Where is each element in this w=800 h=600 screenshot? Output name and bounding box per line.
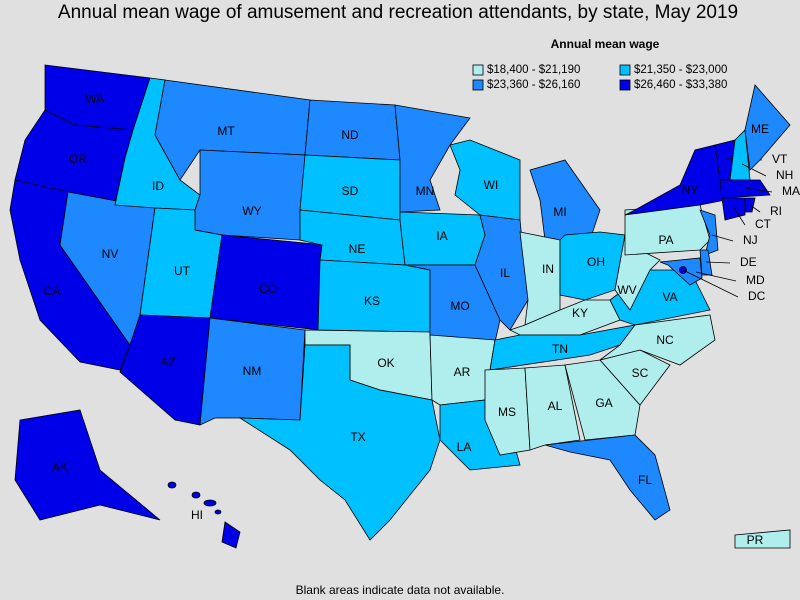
state-label: AK xyxy=(52,460,68,474)
state-label: NJ xyxy=(743,233,758,247)
state-shape xyxy=(564,359,641,441)
legend-swatch xyxy=(619,79,631,91)
state-label: AZ xyxy=(160,355,175,369)
leader-line xyxy=(711,234,734,242)
leader-line xyxy=(741,163,767,177)
state-label: MD xyxy=(746,273,765,287)
state-label: MI xyxy=(553,205,566,219)
legend-label: $18,400 - $21,190 xyxy=(487,64,580,76)
leader-line xyxy=(682,269,739,298)
state-shape xyxy=(744,84,791,171)
state-label: MS xyxy=(498,405,516,419)
state-label: PA xyxy=(658,233,673,247)
leader-line xyxy=(695,271,737,282)
state-shape xyxy=(191,491,201,499)
state-label: TN xyxy=(552,342,568,356)
state-label: KS xyxy=(364,294,380,308)
state-label: VT xyxy=(772,152,788,166)
legend-label: $26,460 - $33,380 xyxy=(634,79,727,91)
state-shape xyxy=(214,509,222,515)
state-label: DC xyxy=(748,289,766,303)
footnote: Blank areas indicate data not available. xyxy=(296,583,505,597)
state-label: SC xyxy=(632,366,649,380)
state-label: AR xyxy=(454,365,471,379)
leader-line xyxy=(749,204,761,213)
state-label: ME xyxy=(751,122,769,136)
state-label: NH xyxy=(776,168,793,182)
state-label: IN xyxy=(542,262,554,276)
state-label: KY xyxy=(572,306,588,320)
state-shape xyxy=(719,179,771,199)
state-label: WI xyxy=(484,178,499,192)
state-label: WA xyxy=(86,92,105,106)
state-shape xyxy=(238,344,441,541)
state-label: SD xyxy=(342,184,359,198)
state-shape xyxy=(14,409,161,521)
state-label: OH xyxy=(587,255,605,269)
map-title: Annual mean wage of amusement and recrea… xyxy=(58,2,738,23)
state-label: NV xyxy=(102,247,119,261)
state-label: WV xyxy=(617,283,636,297)
state-label: IA xyxy=(436,229,447,243)
state-shape xyxy=(167,481,177,489)
state-label: FL xyxy=(638,473,652,487)
state-label: CA xyxy=(44,284,61,298)
leader-line xyxy=(705,261,731,264)
state-label: MO xyxy=(450,299,469,313)
state-label: DE xyxy=(740,255,757,269)
state-shape xyxy=(221,521,241,549)
state-label: HI xyxy=(191,508,203,522)
state-shape xyxy=(599,314,716,366)
state-label: OR xyxy=(69,152,87,166)
state-label: ID xyxy=(152,179,164,193)
legend-swatch xyxy=(472,64,484,76)
state-label: MN xyxy=(416,184,435,198)
state-label: ND xyxy=(341,128,359,142)
state-shape xyxy=(721,197,746,221)
state-label: PR xyxy=(747,533,764,547)
state-shape xyxy=(559,231,626,301)
state-label: OK xyxy=(377,356,394,370)
state-shape xyxy=(524,364,581,451)
state-label: UT xyxy=(174,264,191,278)
state-label: RI xyxy=(770,204,782,218)
legend-label: $21,350 - $23,000 xyxy=(634,64,727,76)
state-shape xyxy=(699,209,719,256)
state-label: NY xyxy=(682,183,699,197)
state-label: NC xyxy=(656,333,674,347)
state-shape xyxy=(194,149,306,241)
state-label: MT xyxy=(217,124,235,138)
leader-line xyxy=(744,187,773,193)
state-shape xyxy=(699,249,713,276)
legend-swatch xyxy=(619,64,631,76)
state-shape xyxy=(394,104,471,213)
state-shape xyxy=(734,529,791,549)
state-label: GA xyxy=(595,396,612,410)
state-label: CT xyxy=(755,217,772,231)
state-label: NE xyxy=(349,242,366,256)
legend-swatch xyxy=(472,79,484,91)
state-label: IL xyxy=(500,266,510,280)
state-label: LA xyxy=(457,440,472,454)
state-shape xyxy=(203,499,217,507)
state-label: WY xyxy=(242,204,261,218)
state-label: MA xyxy=(782,184,800,198)
leader-line xyxy=(733,207,746,226)
legend-title: Annual mean wage xyxy=(551,37,660,51)
state-label: AL xyxy=(548,399,563,413)
state-label: VA xyxy=(662,290,677,304)
state-label: CO xyxy=(259,282,277,296)
state-label: TX xyxy=(350,430,365,444)
state-label: NM xyxy=(243,364,262,378)
legend-label: $23,360 - $26,160 xyxy=(487,79,580,91)
state-shape xyxy=(544,434,671,521)
